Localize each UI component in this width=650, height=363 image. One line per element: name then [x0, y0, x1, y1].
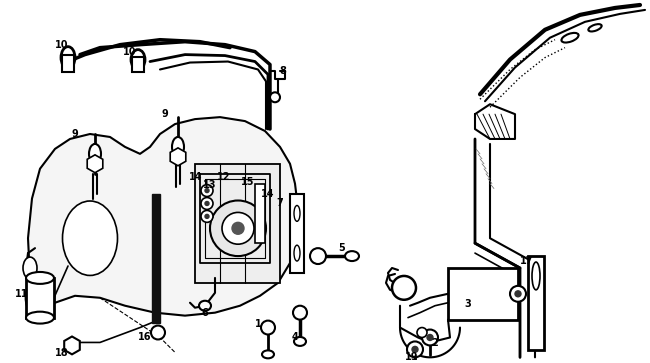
Ellipse shape [588, 24, 602, 32]
Circle shape [515, 291, 521, 297]
Text: 4: 4 [292, 333, 298, 342]
Bar [448, 268, 518, 319]
Circle shape [151, 326, 165, 339]
Ellipse shape [172, 137, 184, 157]
Text: 10: 10 [124, 46, 136, 57]
Text: 3: 3 [465, 299, 471, 309]
Text: 15: 15 [241, 177, 255, 187]
Text: 16: 16 [138, 333, 151, 342]
Ellipse shape [262, 350, 274, 358]
Circle shape [205, 215, 209, 219]
Ellipse shape [62, 201, 118, 276]
Circle shape [222, 212, 254, 244]
Bar [528, 256, 544, 350]
Text: 19: 19 [405, 352, 419, 362]
Text: 2: 2 [432, 338, 438, 348]
Ellipse shape [532, 262, 540, 290]
Text: 8: 8 [280, 66, 287, 77]
Ellipse shape [345, 251, 359, 261]
Text: 1: 1 [255, 319, 261, 329]
Text: 18: 18 [55, 348, 69, 358]
Ellipse shape [131, 50, 145, 69]
Text: 12: 12 [217, 172, 231, 182]
Text: 10: 10 [55, 40, 69, 50]
Ellipse shape [26, 278, 54, 318]
Circle shape [427, 334, 433, 340]
Circle shape [510, 286, 526, 302]
Text: 17: 17 [520, 256, 534, 266]
Circle shape [201, 211, 213, 223]
Ellipse shape [23, 257, 37, 279]
Circle shape [205, 201, 209, 205]
Bar [255, 184, 265, 243]
Ellipse shape [89, 144, 101, 164]
Circle shape [392, 276, 416, 300]
Polygon shape [28, 117, 298, 316]
Circle shape [232, 223, 244, 234]
Circle shape [407, 342, 423, 357]
Circle shape [310, 248, 326, 264]
Bar [290, 193, 304, 273]
Ellipse shape [61, 47, 75, 69]
Circle shape [201, 185, 213, 196]
Text: 5: 5 [339, 243, 345, 253]
Text: 9: 9 [72, 129, 79, 139]
Circle shape [261, 321, 275, 334]
Bar [152, 193, 160, 323]
Circle shape [205, 189, 209, 192]
Circle shape [210, 200, 266, 256]
Text: 9: 9 [162, 109, 168, 119]
Text: 7: 7 [277, 199, 283, 208]
Circle shape [201, 197, 213, 209]
Ellipse shape [26, 272, 54, 284]
Ellipse shape [294, 205, 300, 221]
Text: 13: 13 [203, 180, 216, 189]
Circle shape [412, 346, 418, 352]
Text: 6: 6 [202, 308, 209, 318]
Bar [132, 57, 144, 73]
Ellipse shape [562, 33, 578, 42]
Bar [62, 54, 74, 73]
Text: 11: 11 [15, 289, 29, 299]
Bar [26, 278, 54, 318]
Ellipse shape [270, 92, 280, 102]
Ellipse shape [294, 337, 306, 346]
Ellipse shape [199, 301, 211, 311]
Bar [195, 164, 280, 283]
Text: 14: 14 [189, 172, 203, 182]
Ellipse shape [26, 312, 54, 323]
Ellipse shape [294, 245, 300, 261]
Circle shape [293, 306, 307, 319]
Circle shape [422, 330, 438, 346]
Text: 14: 14 [261, 188, 275, 199]
Circle shape [417, 327, 427, 338]
